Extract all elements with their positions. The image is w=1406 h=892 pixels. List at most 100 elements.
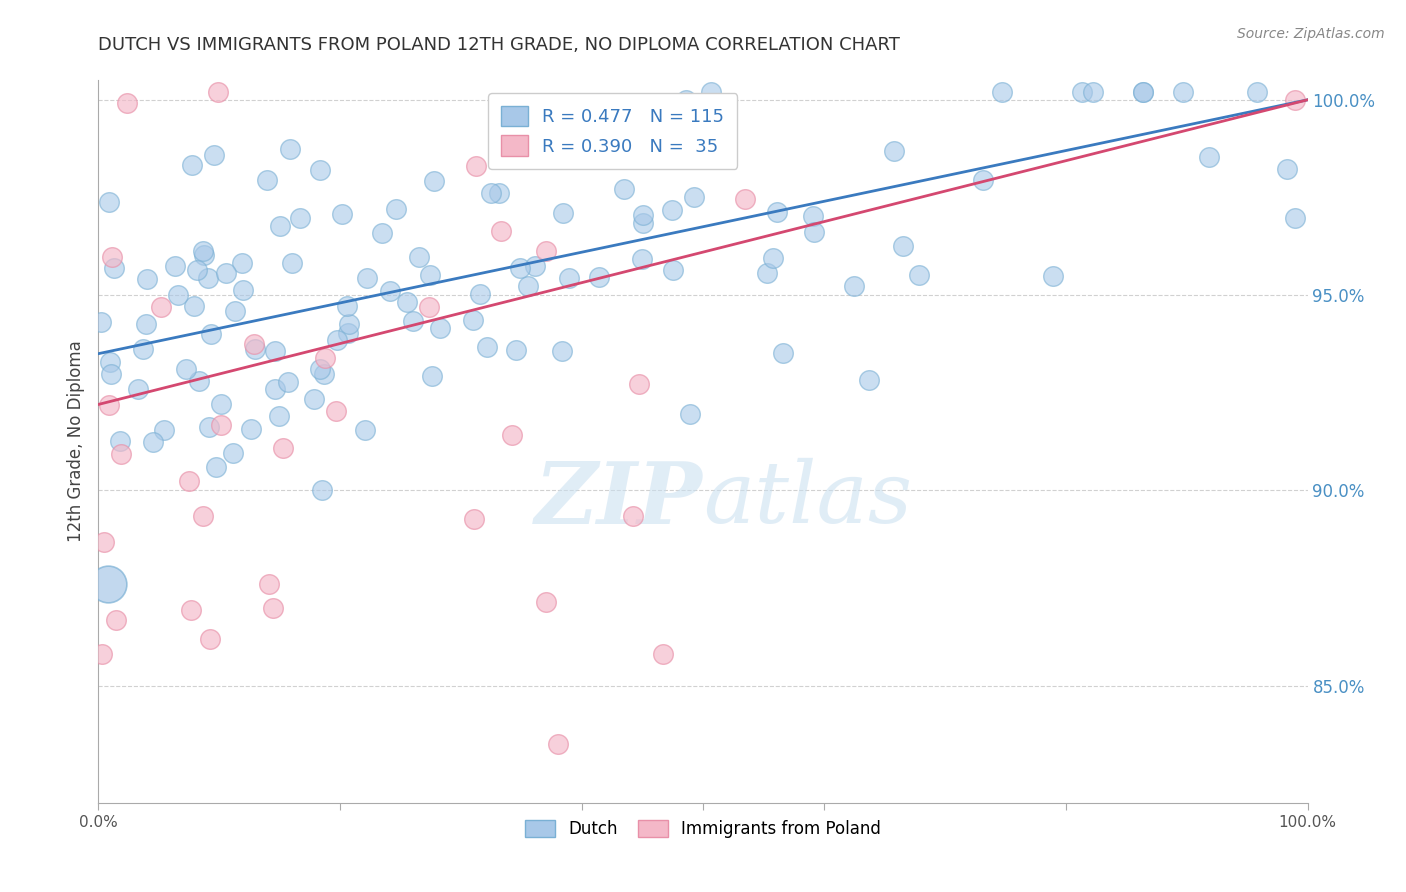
Point (420, 369, 443, 384)
Point (231, 255, 253, 269)
Point (699, 85, 721, 99)
Point (600, 141, 623, 155)
Point (179, 474, 201, 488)
Point (115, 95, 138, 110)
Point (553, 206, 575, 220)
Point (180, 603, 202, 617)
Point (858, 373, 880, 387)
Point (262, 600, 284, 615)
Point (842, 278, 865, 293)
Point (557, 271, 579, 285)
Point (385, 202, 408, 217)
Point (197, 271, 219, 285)
Point (198, 419, 221, 434)
Text: DUTCH VS IMMIGRANTS FROM POLAND 12TH GRADE, NO DIPLOMA CORRELATION CHART: DUTCH VS IMMIGRANTS FROM POLAND 12TH GRA… (98, 36, 900, 54)
Point (710, 134, 733, 148)
Point (419, 268, 441, 283)
Point (239, 422, 262, 436)
Point (1070, 85, 1092, 99)
Text: atlas: atlas (703, 458, 912, 541)
Y-axis label: 12th Grade, No Diploma: 12th Grade, No Diploma (66, 341, 84, 542)
Point (972, 173, 994, 187)
Point (755, 266, 778, 280)
Point (97, 195, 120, 210)
Point (356, 270, 378, 285)
Point (93, 535, 115, 549)
Point (167, 288, 190, 302)
Point (661, 202, 683, 217)
Point (100, 355, 122, 369)
Point (302, 392, 325, 406)
Point (505, 343, 527, 357)
Legend: Dutch, Immigrants from Poland: Dutch, Immigrants from Poland (519, 814, 887, 845)
Point (633, 208, 655, 222)
Point (1132, 85, 1154, 99)
Point (135, 317, 157, 331)
Point (530, 136, 553, 150)
Point (165, 259, 187, 273)
Point (762, 251, 785, 265)
Point (1277, 161, 1299, 176)
Point (1173, 85, 1195, 99)
Point (1042, 268, 1064, 283)
Point (662, 262, 685, 277)
Point (314, 351, 336, 366)
Point (215, 266, 238, 280)
Point (335, 299, 357, 313)
Point (108, 434, 131, 449)
Point (990, 85, 1012, 99)
Point (311, 483, 333, 497)
Point (243, 336, 266, 351)
Point (396, 295, 419, 310)
Point (418, 300, 440, 314)
Point (633, 216, 655, 230)
Point (278, 142, 301, 156)
Point (803, 225, 825, 239)
Point (1284, 211, 1306, 226)
Point (429, 320, 451, 334)
Point (110, 446, 132, 460)
Point (402, 314, 425, 328)
Point (337, 317, 360, 331)
Point (183, 299, 205, 313)
Point (524, 259, 547, 273)
Point (209, 418, 232, 433)
Point (463, 512, 485, 526)
Point (308, 361, 330, 376)
Point (232, 283, 254, 297)
Point (613, 182, 636, 196)
Point (1284, 93, 1306, 107)
Point (264, 382, 287, 396)
Point (103, 260, 125, 275)
Point (181, 158, 204, 172)
Point (142, 435, 165, 450)
Point (325, 404, 347, 418)
Point (1132, 85, 1154, 99)
Point (353, 424, 375, 438)
Point (475, 340, 498, 354)
Point (243, 343, 266, 357)
Point (630, 252, 652, 267)
Point (271, 441, 294, 455)
Point (281, 256, 304, 270)
Point (224, 304, 246, 318)
Point (312, 367, 335, 381)
Point (547, 737, 569, 751)
Point (621, 508, 644, 523)
Point (536, 595, 558, 609)
Point (679, 407, 702, 421)
Point (1246, 85, 1268, 99)
Point (380, 284, 402, 298)
Point (561, 112, 583, 126)
Point (153, 423, 176, 437)
Point (257, 577, 280, 591)
Point (269, 219, 291, 233)
Point (501, 427, 523, 442)
Point (330, 207, 353, 221)
Point (222, 445, 245, 459)
Point (204, 459, 226, 474)
Point (1081, 85, 1104, 99)
Point (277, 375, 299, 389)
Point (801, 209, 824, 223)
Point (191, 244, 214, 258)
